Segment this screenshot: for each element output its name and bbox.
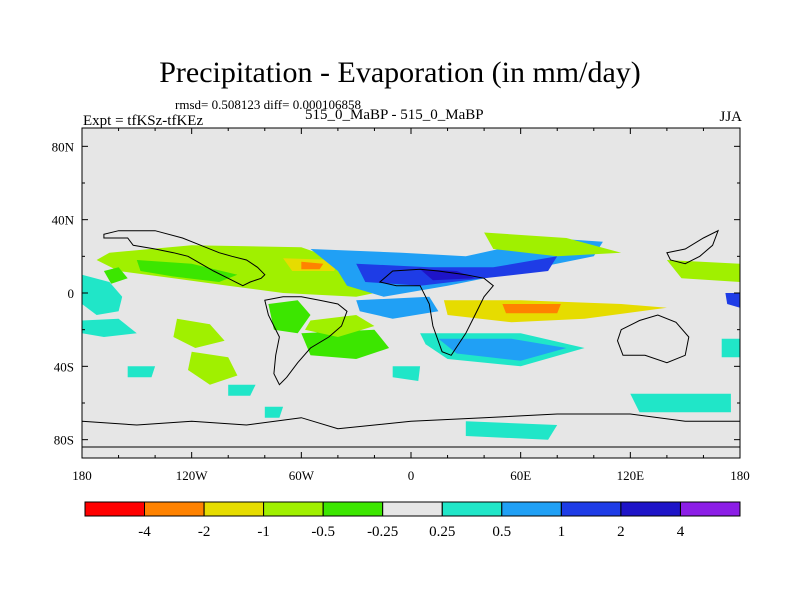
x-tick-label: 120E [617, 468, 645, 483]
field-region-5 [173, 318, 225, 348]
field-region-4 [82, 318, 137, 337]
field-layer [82, 232, 740, 440]
colorbar-label: -0.5 [311, 524, 335, 540]
colorbar-swatch-6 [441, 501, 503, 517]
colorbar-swatch-5 [382, 501, 443, 517]
colorbar-swatch-7 [501, 501, 562, 517]
season-label: JJA [719, 109, 742, 125]
coastline-north-america [103, 230, 266, 287]
field-region-27 [228, 384, 256, 396]
coastline-south-america [264, 296, 348, 386]
field-region-8 [301, 329, 390, 359]
x-tick-label: 180 [72, 468, 92, 483]
colorbar-label: 4 [677, 524, 685, 540]
experiment-label: Expt = tfKSz-tfKEz [83, 113, 204, 129]
x-tick-label: 60W [289, 468, 315, 483]
field-region-30 [725, 293, 740, 308]
field-region-15 [420, 269, 475, 281]
coastline-antarctica [82, 413, 740, 448]
field-region-9 [305, 315, 375, 337]
axis-ticks: 180 120W 60W 0 60E 120E 180 80N 40N 0 40S 80S [52, 128, 750, 483]
colorbar-label: -2 [198, 524, 211, 540]
field-region-3 [82, 274, 123, 315]
colorbar-swatch-8 [560, 501, 622, 517]
colorbar-label: 0.25 [429, 524, 455, 540]
stats-subtitle: rmsd= 0.508123 diff= 0.000106858 [175, 97, 361, 112]
coastline-australia [616, 314, 690, 364]
x-tick-label: 120W [176, 468, 209, 483]
y-tick-label: 80N [52, 139, 75, 154]
x-tick-label: 180 [730, 468, 750, 483]
field-region-31 [392, 366, 421, 381]
field-region-28 [264, 406, 284, 418]
colorbar-label: -4 [138, 524, 151, 540]
colorbar-swatch-3 [263, 501, 324, 517]
colorbar: -4 -2 -1 -0.5 -0.25 0.25 0.5 1 2 4 [84, 501, 741, 540]
y-tick-label: 0 [68, 286, 75, 301]
colorbar-swatch-1 [144, 501, 205, 517]
field-region-1 [136, 260, 238, 282]
field-region-29 [721, 338, 740, 358]
colorbar-swatch-10 [680, 501, 741, 517]
y-tick-label: 40S [54, 359, 74, 374]
colorbar-label: 0.5 [492, 524, 511, 540]
comparison-label: 515_0_MaBP - 515_0_MaBP [305, 107, 484, 123]
y-tick-label: 40N [52, 213, 75, 228]
colorbar-swatch-9 [620, 501, 681, 517]
field-region-16 [484, 232, 622, 257]
colorbar-label: -1 [257, 524, 270, 540]
field-region-20 [666, 260, 740, 282]
colorbar-label: 2 [617, 524, 625, 540]
field-region-25 [465, 421, 558, 440]
field-region-6 [188, 351, 238, 385]
field-region-26 [127, 366, 156, 378]
coastline-asia-east [666, 229, 720, 265]
field-region-12 [301, 261, 324, 270]
coastline-layer [82, 229, 740, 448]
colorbar-label: 1 [558, 524, 566, 540]
field-region-19 [502, 304, 561, 314]
coastline-africa [378, 268, 495, 356]
map-background [82, 128, 740, 458]
x-tick-label: 60E [510, 468, 531, 483]
field-region-7 [268, 300, 311, 334]
field-region-23 [356, 296, 439, 319]
colorbar-swatch-2 [203, 501, 265, 517]
x-tick-label: 0 [408, 468, 415, 483]
colorbar-swatch-4 [322, 501, 384, 517]
colorbar-swatch-0 [84, 501, 145, 517]
chart-title: Precipitation - Evaporation (in mm/day) [159, 56, 641, 89]
field-region-22 [438, 338, 567, 361]
y-tick-label: 80S [54, 433, 74, 448]
field-region-24 [630, 393, 731, 413]
field-region-2 [103, 267, 128, 284]
colorbar-label: -0.25 [367, 524, 398, 540]
